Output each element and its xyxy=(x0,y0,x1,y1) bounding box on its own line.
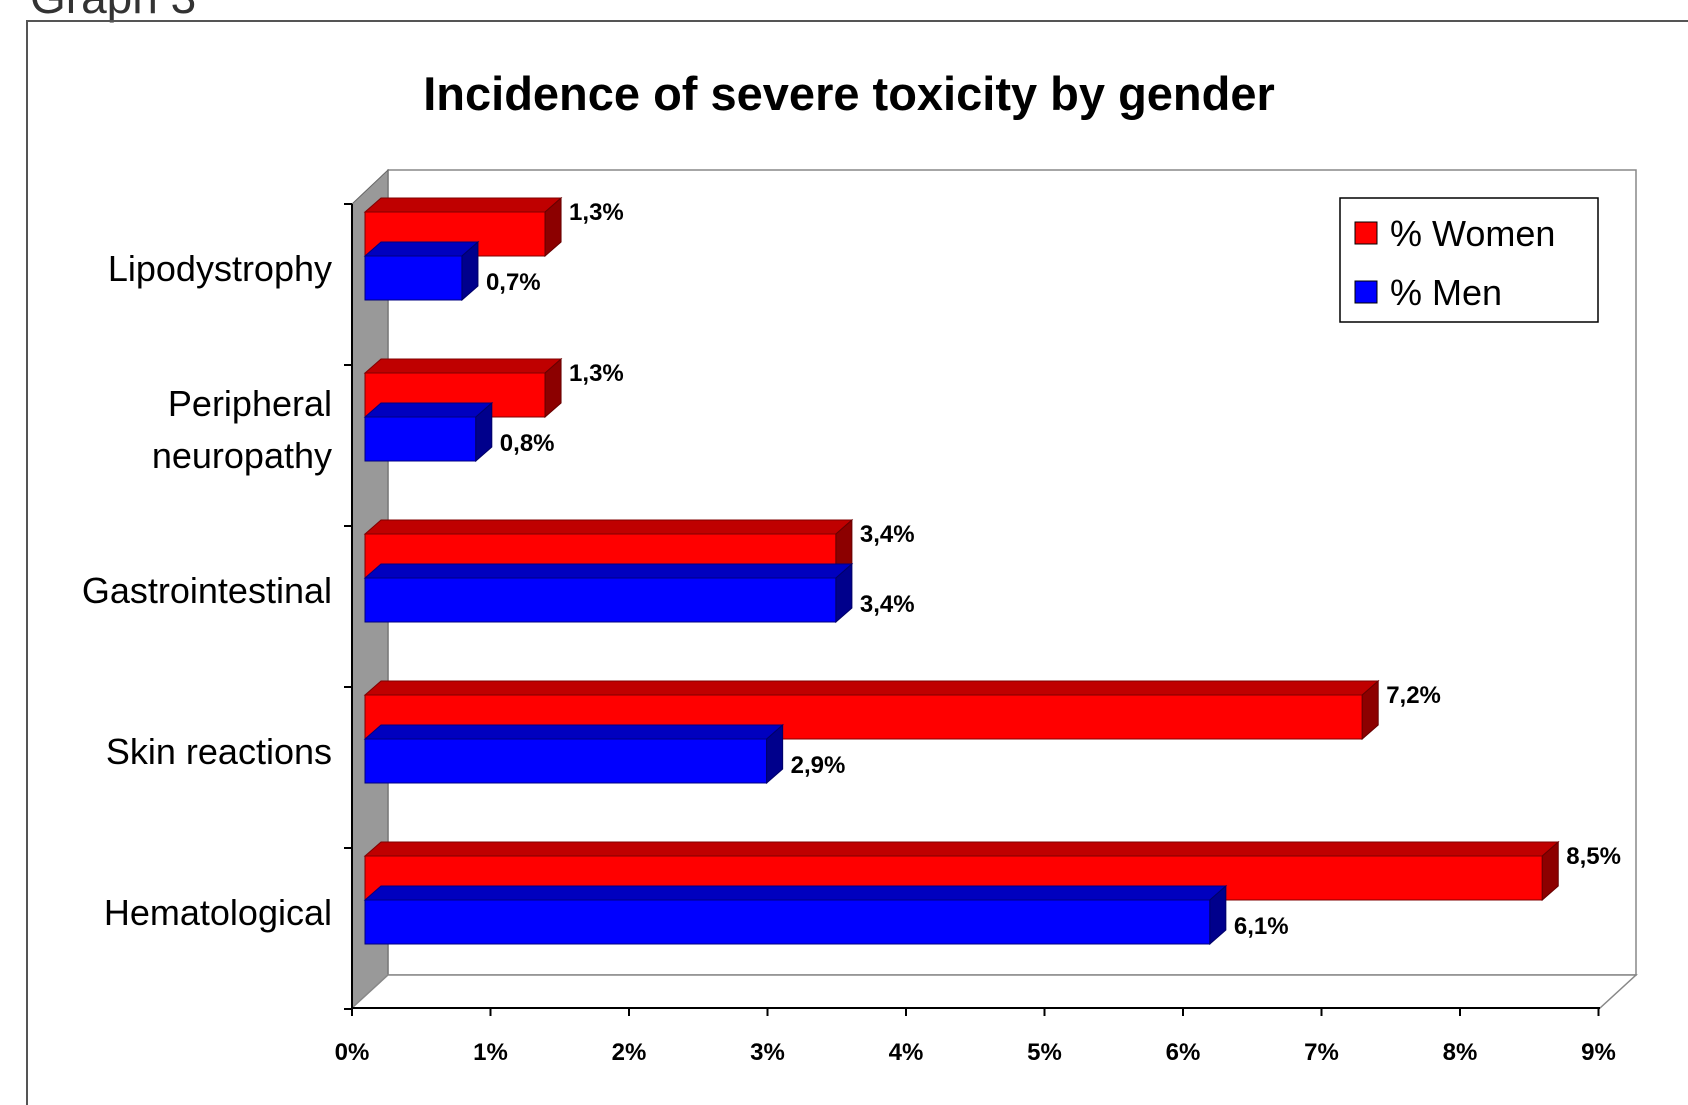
bar-top-men xyxy=(363,563,854,579)
x-tick-label: 5% xyxy=(1027,1039,1062,1066)
bar-top-women xyxy=(363,519,854,535)
category-labels: Lipodystrophy Peripheral neuropathy Gastroi… xyxy=(82,248,332,933)
bar-side-women xyxy=(544,357,562,419)
graph-caption: Graph 3 xyxy=(30,0,196,24)
x-tick-label: 1% xyxy=(473,1039,508,1066)
plot-floor xyxy=(350,974,1638,1009)
value-label-men: 0,8% xyxy=(500,430,555,457)
value-labels: 1,3% 0,7% 1,3% 0,8% 3,4% 3,4% 7,2% 2,9% 8,5% 6,1% xyxy=(486,199,1621,940)
bar-top-women xyxy=(363,680,1380,696)
bar-top-women xyxy=(363,197,563,213)
bar-men xyxy=(363,884,1228,946)
value-label-women: 8,5% xyxy=(1566,843,1621,870)
legend-swatch-men xyxy=(1354,280,1378,304)
bar-men xyxy=(363,401,494,463)
value-label-women: 7,2% xyxy=(1386,682,1441,709)
category-label: Lipodystrophy xyxy=(108,248,332,289)
x-tick-label: 4% xyxy=(889,1039,924,1066)
value-label-men: 2,9% xyxy=(791,752,846,779)
value-label-women: 1,3% xyxy=(569,360,624,387)
bar-side-women xyxy=(544,196,562,258)
legend: % Women % Men xyxy=(1339,197,1599,323)
category-label: Hematological xyxy=(104,892,332,933)
bar-side-men xyxy=(461,240,479,302)
x-axis-ticks: 0% 1% 2% 3% 4% 5% 6% 7% 8% 9% xyxy=(335,1008,1616,1066)
value-label-men: 0,7% xyxy=(486,269,541,296)
legend-label-men: % Men xyxy=(1390,272,1502,313)
category-label: Skin reactions xyxy=(106,731,332,772)
bar-top-men xyxy=(363,241,480,257)
bar-side-men xyxy=(766,723,784,785)
x-tick-label: 0% xyxy=(335,1039,370,1066)
category-label: Peripheral neuropathy xyxy=(152,383,332,476)
bar-side-men xyxy=(475,401,493,463)
bar-men xyxy=(363,240,480,302)
legend-label-women: % Women xyxy=(1390,213,1555,254)
bar-front-men xyxy=(364,255,463,301)
value-label-men: 3,4% xyxy=(860,591,915,618)
x-tick-label: 7% xyxy=(1304,1039,1339,1066)
bar-front-men xyxy=(364,416,477,462)
x-tick-label: 2% xyxy=(612,1039,647,1066)
category-label: Gastrointestinal xyxy=(82,570,332,611)
bar-men xyxy=(363,562,854,624)
y-axis-ticks xyxy=(344,203,352,1010)
bar-side-men xyxy=(835,562,853,624)
value-label-men: 6,1% xyxy=(1234,913,1289,940)
x-tick-label: 8% xyxy=(1443,1039,1478,1066)
bars xyxy=(363,196,1560,946)
x-tick-label: 3% xyxy=(750,1039,785,1066)
bar-top-men xyxy=(363,402,494,418)
legend-box xyxy=(1339,197,1599,323)
chart-frame xyxy=(26,20,1688,1105)
bar-front-men xyxy=(364,738,768,784)
x-tick-label: 6% xyxy=(1166,1039,1201,1066)
bar-top-men xyxy=(363,885,1228,901)
value-label-women: 1,3% xyxy=(569,199,624,226)
bar-top-men xyxy=(363,724,784,740)
value-label-women: 3,4% xyxy=(860,521,915,548)
bar-side-women xyxy=(1541,840,1559,902)
bar-side-women xyxy=(1361,679,1379,741)
bar-front-men xyxy=(364,577,837,623)
legend-swatch-women xyxy=(1354,221,1378,245)
x-tick-label: 9% xyxy=(1581,1039,1616,1066)
bar-side-men xyxy=(1209,884,1227,946)
bar-top-women xyxy=(363,358,563,374)
bar-top-women xyxy=(363,841,1560,857)
chart-title: Incidence of severe toxicity by gender xyxy=(423,67,1275,120)
bar-front-men xyxy=(364,899,1211,945)
bar-women xyxy=(363,679,1380,741)
bar-men xyxy=(363,723,784,785)
